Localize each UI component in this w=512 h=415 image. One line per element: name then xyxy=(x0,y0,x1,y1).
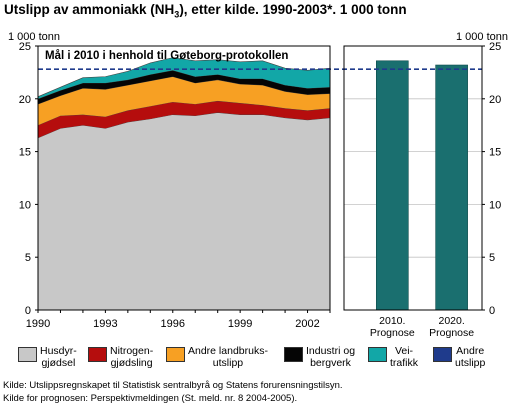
legend-item-andre-landbruksutslipp: Andre landbruks-utslipp xyxy=(166,345,268,369)
x-tick-label: 1996 xyxy=(161,318,185,330)
y-tick-label-left: 20 xyxy=(19,94,31,106)
legend-item-husdyrgjodsel: Husdyr-gjødsel xyxy=(18,345,77,369)
chart-area: Mål i 2010 i henhold til Gøteborg-protok… xyxy=(8,31,508,339)
plot-frame-right xyxy=(343,45,483,311)
prognosis-label-line2: Prognose xyxy=(429,327,474,339)
legend-swatch xyxy=(284,347,303,362)
legend-swatch xyxy=(368,347,387,362)
legend-label: Industri og bergverk xyxy=(306,345,356,369)
legend-item-andre-utslipp: Andre utslipp xyxy=(433,345,486,369)
source-note: Kilde: Utslippsregnskapet til Statistisk… xyxy=(3,380,343,405)
legend-swatch xyxy=(166,347,185,362)
x-tick-label: 1990 xyxy=(26,318,50,330)
legend-label: Nitrogen-gjødsling xyxy=(110,345,154,369)
source-line: Kilde: Utslippsregnskapet til Statistisk… xyxy=(3,380,343,391)
area-series-husdyrgjodsel xyxy=(38,112,330,310)
prognosis-bar-2020 xyxy=(435,64,468,311)
plot-frame-left xyxy=(37,45,331,311)
chart-legend: Husdyr-gjødsel Nitrogen-gjødsling Andre … xyxy=(18,345,508,378)
prognosis-bar-2010 xyxy=(375,60,409,311)
legend-label: Vei-trafikk xyxy=(390,345,419,369)
legend-swatch xyxy=(88,347,107,362)
y-tick-label-left: 25 xyxy=(19,41,31,53)
legend-item-nitrogengjodsling: Nitrogen-gjødsling xyxy=(88,345,154,369)
y-tick-label-left: 0 xyxy=(25,305,31,317)
y-tick-label-right: 15 xyxy=(489,147,501,159)
prognosis-label-line2: Prognose xyxy=(370,327,415,339)
legend-swatch xyxy=(18,347,37,362)
y-tick-label-right: 25 xyxy=(489,41,501,53)
legend-label: Husdyr-gjødsel xyxy=(40,345,77,369)
y-tick-label-left: 10 xyxy=(19,199,31,211)
y-axis-label-left: 1 000 tonn xyxy=(8,31,60,43)
y-tick-label-right: 5 xyxy=(489,252,495,264)
legend-swatch xyxy=(433,347,452,362)
chart-title: Utslipp av ammoniakk (NH3), etter kilde.… xyxy=(4,2,407,20)
y-tick-label-left: 15 xyxy=(19,147,31,159)
area-edge-veitrafikk xyxy=(37,57,331,97)
area-series-nitrogengjodsling xyxy=(38,100,330,138)
area-series-veitrafikk xyxy=(38,57,330,99)
x-tick-label: 1993 xyxy=(93,318,117,330)
target-label: Mål i 2010 i henhold til Gøteborg-protok… xyxy=(45,50,288,62)
x-tick-label: 1999 xyxy=(228,318,252,330)
y-tick-label-right: 10 xyxy=(489,199,501,211)
y-tick-label-right: 0 xyxy=(489,305,495,317)
legend-item-veitrafikk: Vei-trafikk xyxy=(368,345,419,369)
y-tick-label-right: 20 xyxy=(489,94,501,106)
prognosis-label-line1: 2020. xyxy=(438,315,464,327)
legend-item-industri-og-bergverk: Industri og bergverk xyxy=(284,345,356,369)
x-tick-label: 2002 xyxy=(295,318,319,330)
y-axis-label-right: 1 000 tonn xyxy=(456,31,508,43)
prognosis-label-line1: 2010. xyxy=(379,315,405,327)
area-series-andre-landbruksutslipp xyxy=(38,76,330,126)
y-tick-label-left: 5 xyxy=(25,252,31,264)
source-line: Kilde for prognosen: Perspektivmeldingen… xyxy=(3,392,298,404)
legend-label: Andre utslipp xyxy=(455,345,486,369)
area-series-industri-og-bergverk xyxy=(38,70,330,105)
legend-label: Andre landbruks-utslipp xyxy=(188,345,268,369)
